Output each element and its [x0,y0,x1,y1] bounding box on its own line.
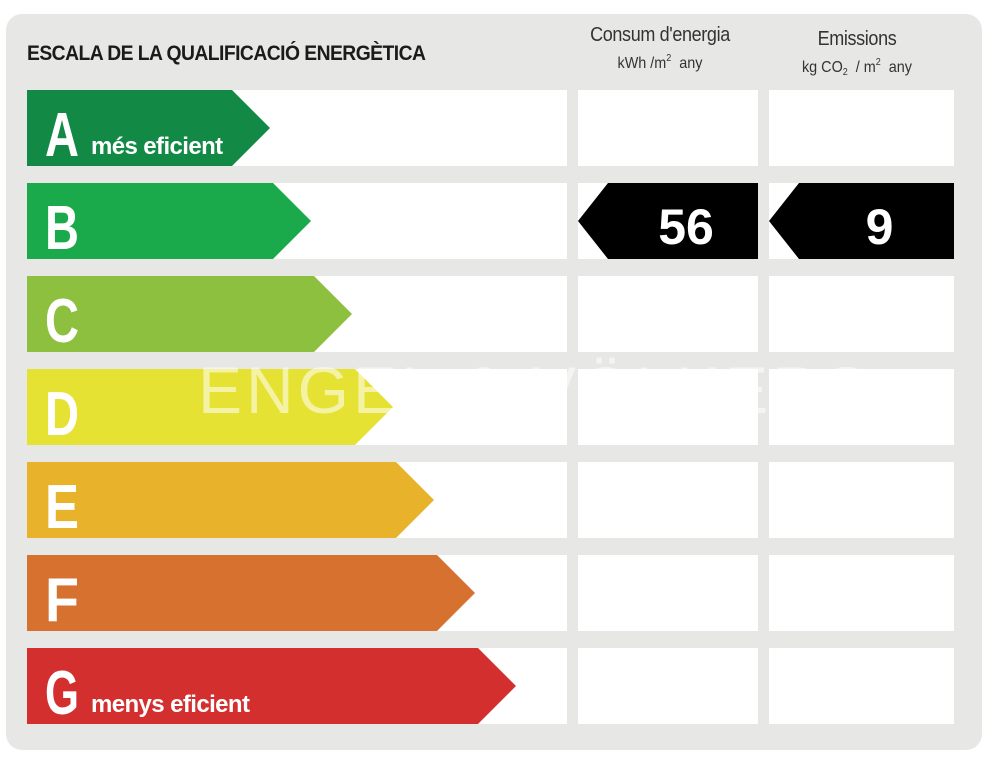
class-bar-shape [27,90,270,166]
class-letter: C [45,287,79,352]
consumption-marker: 56 [578,183,758,259]
class-letter: D [45,380,79,445]
class-letter: B [45,194,79,259]
consumption-marker-value: 56 [658,199,714,255]
consumption-header: Consum d'energia kWh /m2 any [570,24,750,73]
class-bar-shape [27,462,434,538]
emissions-cell-e [769,462,954,538]
emissions-unit: kg CO2 / m2 any [801,57,913,78]
emissions-marker: 9 [769,183,954,259]
consumption-cell-e [578,462,758,538]
label-title: ESCALA DE LA QUALIFICACIÓ ENERGÈTICA [27,42,426,65]
emissions-marker-shape [769,183,954,259]
class-note: menys eficient [91,691,250,718]
class-bar-e: E [27,462,434,538]
consumption-cell-d [578,369,758,445]
class-letter: F [45,566,79,631]
consumption-unit: kWh /m2 any [617,53,703,72]
class-bar-f: F [27,555,475,631]
emissions-header: Emissions kg CO2 / m2 any [767,28,947,78]
consumption-cell-g [578,648,758,724]
emissions-header-label: Emissions [817,28,897,50]
emissions-cell-d [769,369,954,445]
emissions-cell-a [769,90,954,166]
emissions-marker-value: 9 [866,199,894,255]
consumption-cell-c [578,276,758,352]
class-bar-shape [27,369,393,445]
class-letter: A [45,101,79,166]
class-bar-shape [27,276,352,352]
class-bar-shape [27,555,475,631]
emissions-cell-g [769,648,954,724]
consumption-header-label: Consum d'energia [590,24,730,46]
consumption-marker-shape [578,183,758,259]
class-bar-d: D [27,369,393,445]
class-bar-c: C [27,276,352,352]
class-note: més eficient [91,133,223,160]
class-letter: E [45,473,79,538]
emissions-cell-f [769,555,954,631]
class-bar-shape [27,648,516,724]
class-bar-shape [27,183,311,259]
class-letter: G [45,659,79,724]
watermark: ENGEL & VÖLKERS [198,353,872,427]
emissions-cell-c [769,276,954,352]
consumption-cell-f [578,555,758,631]
consumption-cell-a [578,90,758,166]
class-bar-b: B [27,183,311,259]
